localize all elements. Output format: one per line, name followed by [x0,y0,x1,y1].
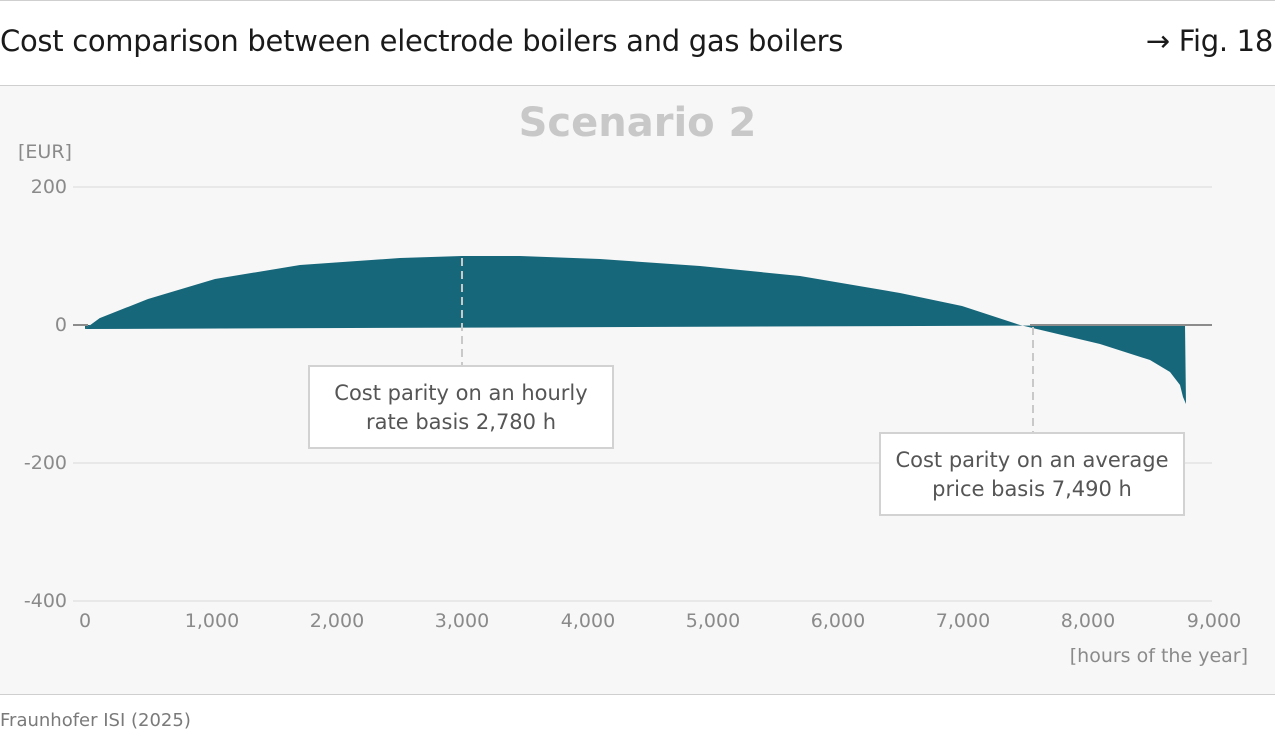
annotation-line: Cost parity on an hourly [334,381,588,405]
x-tick: 1,000 [184,610,240,632]
cost-difference-area [85,256,1186,404]
y-tick: -200 [23,452,67,474]
figure-reference: → Fig. 18 [1145,24,1274,58]
y-tick: 200 [30,176,67,198]
source-credit: Fraunhofer ISI (2025) [0,710,191,731]
annotation-line: Cost parity on an average [895,448,1169,472]
x-tick: 7,000 [935,610,991,632]
annotation-line: price basis 7,490 h [932,477,1132,501]
x-axis-unit: [hours of the year] [1069,645,1248,667]
y-tick: -400 [23,590,67,612]
x-tick: 4,000 [560,610,616,632]
annotation-average-parity: Cost parity on an average price basis 7,… [879,432,1185,516]
scenario-title: Scenario 2 [518,100,757,146]
annotation-hourly-parity: Cost parity on an hourly rate basis 2,78… [308,365,614,449]
annotation-line: rate basis 2,780 h [365,410,557,434]
x-tick: 5,000 [685,610,741,632]
figure-title: Cost comparison between electrode boiler… [0,24,844,58]
x-tick: 6,000 [810,610,866,632]
x-tick: 2,000 [309,610,365,632]
y-axis-unit: [EUR] [18,141,72,163]
x-tick: 8,000 [1060,610,1116,632]
x-tick: 3,000 [434,610,490,632]
y-tick: 0 [54,314,67,336]
x-tick: 9,000 [1186,610,1242,632]
x-tick: 0 [78,610,92,632]
top-rule [0,0,1275,1]
